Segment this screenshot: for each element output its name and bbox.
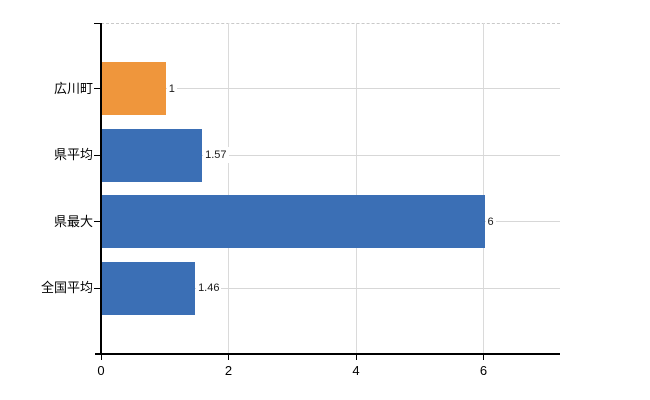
y-tick-mark [94, 221, 101, 222]
bar-value-label: 6 [485, 213, 496, 230]
x-tick-label: 2 [224, 363, 233, 378]
category-label: 県平均 [53, 147, 93, 162]
x-tick-label: 6 [479, 363, 488, 378]
bar-2 [102, 128, 202, 182]
gridline-vertical [355, 23, 357, 353]
x-tick-mark [100, 355, 102, 360]
y-tick-mark [94, 88, 101, 89]
category-label: 広川町 [53, 80, 93, 96]
y-axis-top-tick [94, 23, 101, 24]
bar-value-label: 1 [166, 80, 177, 97]
x-tick-label: 4 [352, 363, 360, 378]
bar-value-label: 1.46 [196, 280, 222, 296]
y-axis-line [100, 23, 102, 355]
x-tick-label: 0 [97, 363, 105, 378]
category-label: 全国平均 [40, 280, 93, 295]
category-label: 県最大 [53, 213, 93, 229]
y-tick-mark [94, 287, 101, 289]
x-tick-mark [483, 355, 484, 360]
gridline-vertical [483, 23, 484, 353]
gridline-vertical [228, 23, 229, 353]
gridline-horizontal [101, 88, 560, 89]
bar-value-label: 1.57 [203, 147, 229, 163]
x-tick-mark [355, 355, 357, 360]
bar-1 [102, 62, 166, 115]
bar-3 [102, 195, 485, 248]
gridline-horizontal [101, 154, 560, 156]
x-axis-line [95, 353, 560, 355]
plot-top-border [101, 23, 560, 24]
bar-4 [102, 261, 195, 315]
gridline-horizontal [101, 287, 560, 289]
y-tick-mark [94, 154, 101, 156]
x-tick-mark [228, 355, 229, 360]
